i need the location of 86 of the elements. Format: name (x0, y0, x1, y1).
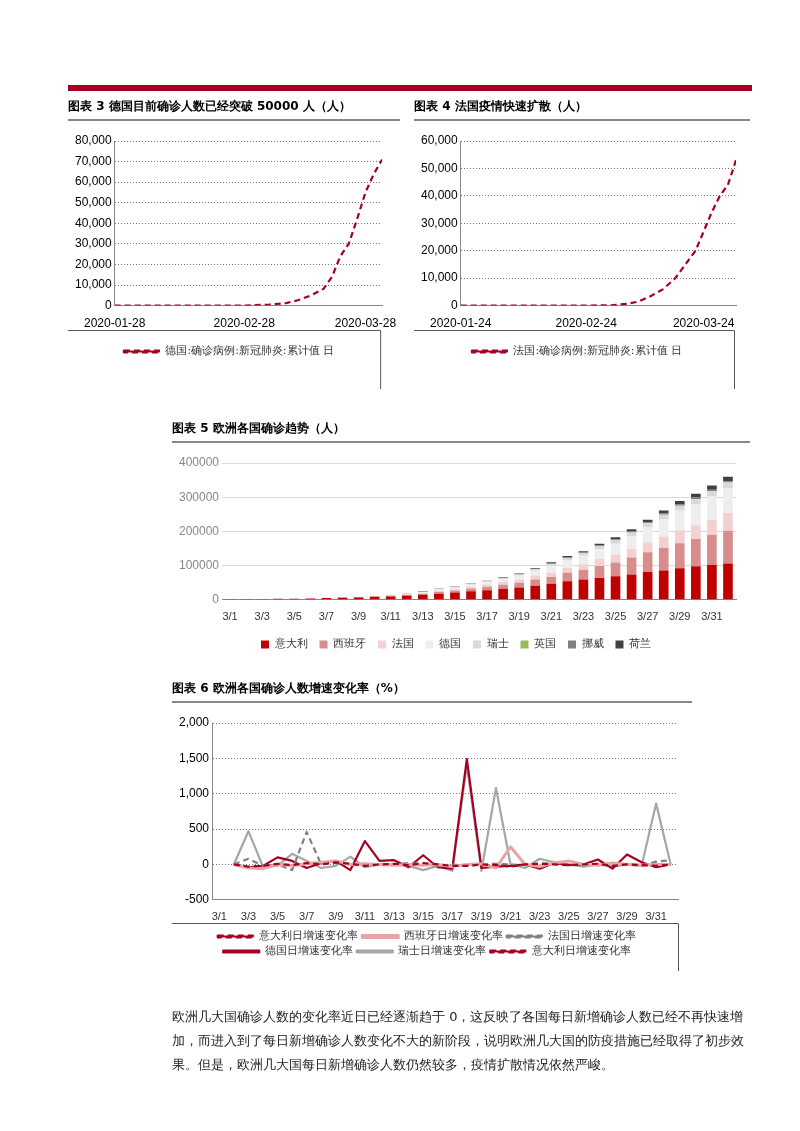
x-tick-label: 2020-02-28 (213, 316, 276, 331)
y-tick-label: 1,500 (179, 750, 210, 765)
y-tick-label: 60,000 (75, 174, 113, 189)
y-tick-label: 0 (105, 297, 113, 312)
legend-label: 德国 (439, 637, 461, 651)
x-tick-label: 3/27 (636, 610, 659, 623)
legend-label: 西班牙 (333, 637, 366, 651)
y-tick-label: 2,000 (179, 715, 210, 730)
x-tick-label: 3/15 (444, 610, 466, 623)
y-tick-label: 300000 (179, 489, 220, 504)
x-tick-label: 3/9 (350, 610, 367, 623)
y-tick-label: 30,000 (421, 215, 459, 230)
x-tick-label: 3/13 (412, 610, 434, 623)
x-tick-label: 3/1 (222, 610, 238, 623)
x-tick-label: 3/23 (528, 910, 551, 923)
x-tick-label: 3/9 (328, 910, 344, 923)
legend-label: 瑞士 (486, 637, 509, 651)
x-tick-label: 3/5 (286, 610, 302, 623)
y-tick-label: 200000 (179, 523, 220, 538)
x-tick-label: 3/5 (269, 910, 286, 923)
y-tick-label: 10,000 (421, 270, 459, 285)
y-tick-label: 80,000 (75, 133, 113, 148)
legend-label: 西班牙日增速变化率 (403, 929, 503, 943)
x-tick-label: 3/15 (412, 910, 434, 923)
y-tick-label: 50,000 (75, 195, 113, 210)
y-tick-label: 60,000 (421, 133, 459, 148)
legend-label: 意大利日增速变化率 (530, 944, 631, 958)
y-tick-label: 50,000 (421, 160, 459, 175)
x-tick-label: 3/29 (616, 910, 638, 923)
x-tick-label: 3/31 (701, 610, 723, 623)
x-tick-label: 3/19 (470, 910, 493, 923)
y-tick-label: 20,000 (75, 256, 113, 271)
legend-label: 法国 (391, 637, 414, 651)
y-tick-label: 0 (212, 592, 220, 607)
x-tick-label: 2020-01-28 (84, 316, 146, 331)
x-tick-label: 3/25 (558, 910, 580, 923)
x-tick-label: 3/11 (354, 910, 376, 923)
y-tick-label: 10,000 (75, 277, 113, 292)
legend-label: 英国 (534, 637, 556, 651)
legend-label: 意大利 (273, 637, 308, 651)
x-tick-label: 3/7 (299, 910, 315, 923)
x-tick-label: 3/17 (476, 610, 498, 623)
x-tick-label: 2020-03-24 (672, 316, 735, 331)
y-tick-label: -500 (185, 892, 210, 907)
chart-title: 图表 4 法国疫情快速扩散（人） (414, 98, 750, 121)
x-tick-label: 3/1 (211, 910, 227, 923)
x-tick-label: 2020-02-24 (555, 316, 618, 331)
x-tick-label: 3/27 (587, 910, 609, 923)
x-tick-label: 3/31 (645, 910, 667, 923)
y-tick-label: 400000 (179, 455, 220, 470)
x-tick-label: 3/21 (499, 910, 522, 923)
x-tick-label: 2020-03-28 (334, 316, 397, 331)
x-tick-label: 3/7 (318, 610, 335, 623)
legend-label: 德国:确诊病例:新冠肺炎:累计值 日 (165, 344, 335, 358)
legend-label: 法国:确诊病例:新冠肺炎:累计值 日 (513, 344, 683, 358)
legend-label: 荷兰 (629, 637, 651, 651)
y-tick-label: 20,000 (421, 243, 459, 258)
chart-title: 图表 5 欧洲各国确诊趋势（人） (172, 420, 750, 443)
legend-label: 挪威 (581, 637, 604, 651)
legend-label: 法国日增速变化率 (548, 929, 637, 943)
y-tick-label: 40,000 (421, 188, 459, 203)
y-tick-label: 0 (202, 856, 210, 871)
legend-label: 德国日增速变化率 (264, 944, 353, 958)
x-tick-label: 3/25 (604, 610, 627, 623)
x-tick-label: 2020-01-24 (430, 316, 492, 331)
y-tick-label: 500 (189, 821, 210, 836)
y-tick-label: 1,000 (179, 786, 210, 801)
x-tick-label: 3/21 (540, 610, 563, 623)
x-tick-label: 3/19 (508, 610, 530, 623)
x-tick-label: 3/13 (383, 910, 405, 923)
y-tick-label: 40,000 (75, 215, 113, 230)
text: 欧洲几大国确诊人数的变化率近日已经逐渐趋于 0，这反映了各国每日新增确诊人数已经不再快速增加，而进入到了每日新增确诊人数变化不大的新阶段，说明欧洲几大国的防疫措施已经取得了初步效果。但是，欧洲几大国每日新增确诊人数仍然较多，疫情扩散情况依然严峻。 (172, 1008, 745, 1074)
chart-title: 图表 6 欧洲各国确诊人数增速变化率（%） (172, 680, 692, 703)
legend-label: 瑞士日增速变化率 (398, 944, 487, 958)
x-tick-label: 3/3 (254, 610, 270, 623)
x-tick-label: 3/23 (572, 610, 595, 623)
x-tick-label: 3/11 (380, 610, 401, 623)
y-tick-label: 0 (451, 297, 459, 312)
y-tick-label: 100000 (179, 557, 220, 572)
x-tick-label: 3/3 (240, 910, 257, 923)
x-tick-label: 3/17 (441, 910, 464, 923)
y-tick-label: 70,000 (75, 153, 113, 168)
x-tick-label: 3/29 (669, 610, 691, 623)
chart-title: 图表 3 德国目前确诊人数已经突破 50000 人（人） (68, 98, 400, 121)
legend-label: 意大利日增速变化率 (258, 929, 359, 943)
y-tick-label: 30,000 (75, 236, 113, 251)
